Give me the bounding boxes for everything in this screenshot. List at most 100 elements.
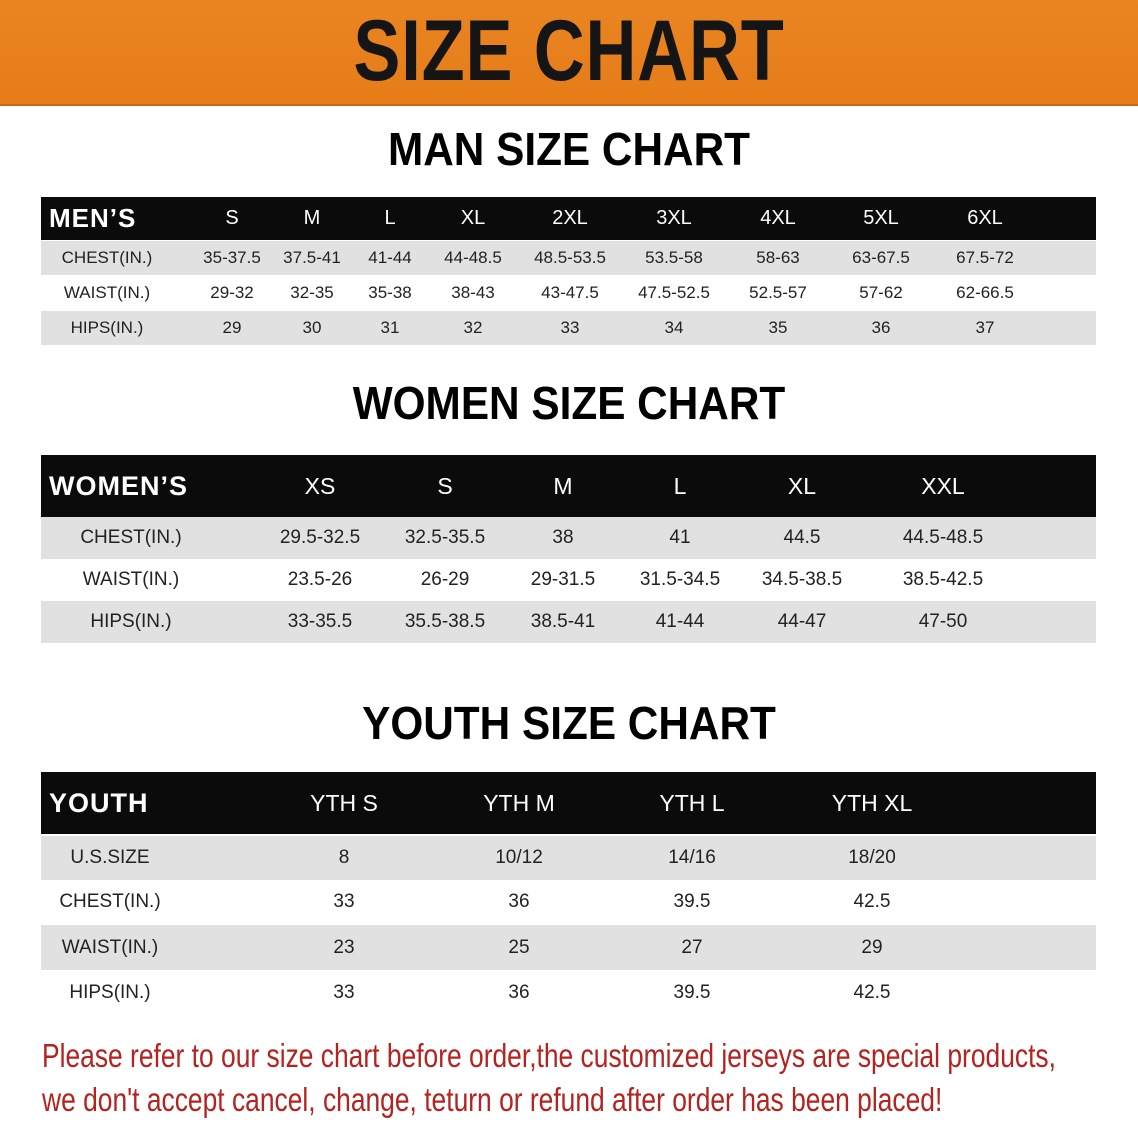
size-header: 3XL xyxy=(656,207,692,229)
measurement-value: 31.5-34.5 xyxy=(639,569,721,590)
measurement-label: HIPS(IN.) xyxy=(69,982,151,1003)
size-header: XXL xyxy=(921,472,965,499)
table-row: CHEST(IN.) 35-37.5 37.5-41 41-44 44-48.5 48.5… xyxy=(41,241,1096,275)
measurement-value: 48.5-53.5 xyxy=(534,248,606,267)
measurement-value: 53.5-58 xyxy=(645,248,703,267)
measurement-value: 38 xyxy=(552,527,574,548)
measurement-value: 42.5 xyxy=(853,982,891,1003)
size-header: L xyxy=(673,472,687,499)
measurement-value: 33-35.5 xyxy=(287,611,353,632)
measurement-value: 29 xyxy=(861,936,883,958)
measurement-value: 42.5 xyxy=(853,891,891,912)
measurement-value: 23.5-26 xyxy=(287,569,353,590)
size-header: XL xyxy=(460,207,486,229)
measurement-value: 18/20 xyxy=(848,847,896,868)
youth-section-title: YOUTH SIZE CHART xyxy=(362,697,776,749)
size-header: YTH M xyxy=(483,789,555,816)
header-label: WOMEN’S xyxy=(49,470,188,501)
measurement-value: 57-62 xyxy=(859,283,903,302)
table-row: CHEST(IN.) 33 36 39.5 42.5 xyxy=(41,880,1096,924)
notice-line-2: we don't accept cancel, change, teturn o… xyxy=(42,1081,943,1118)
men-section-title: MAN SIZE CHART xyxy=(387,123,751,175)
table-header-row: MEN’S S M L XL 2XL 3XL 4XL 5XL 6XL xyxy=(41,197,1096,240)
table-row: WAIST(IN.) 29-32 32-35 35-38 38-43 43-47.5 47.… xyxy=(41,276,1096,310)
measurement-value: 37.5-41 xyxy=(283,248,341,267)
measurement-value: 35 xyxy=(768,318,788,337)
measurement-value: 44.5 xyxy=(783,527,821,548)
measurement-value: 35-38 xyxy=(368,283,412,302)
measurement-value: 27 xyxy=(681,936,703,958)
measurement-value: 37 xyxy=(975,318,995,337)
measurement-value: 25 xyxy=(508,936,530,958)
size-header: XL xyxy=(787,472,817,499)
size-header: M xyxy=(553,472,573,499)
table-row: HIPS(IN.) 33 36 39.5 42.5 xyxy=(41,971,1096,1015)
measurement-value: 32 xyxy=(463,318,483,337)
measurement-value: 34.5-38.5 xyxy=(761,569,843,590)
measurement-label: WAIST(IN.) xyxy=(82,569,180,590)
youth-size-table: YOUTH YTH S YTH M YTH L YTH XL U.S.SIZE 8 10/12… xyxy=(41,772,1096,1015)
size-header: 6XL xyxy=(967,207,1003,229)
measurement-value: 32.5-35.5 xyxy=(404,527,486,548)
measurement-label: CHEST(IN.) xyxy=(61,248,153,267)
measurement-value: 30 xyxy=(302,318,322,337)
measurement-label: WAIST(IN.) xyxy=(63,283,151,302)
measurement-value: 29-32 xyxy=(210,283,254,302)
measurement-label: CHEST(IN.) xyxy=(80,527,182,548)
measurement-value: 35-37.5 xyxy=(203,248,261,267)
size-header: S xyxy=(437,472,453,499)
measurement-value: 33 xyxy=(333,891,355,912)
size-header: YTH S xyxy=(310,789,378,816)
measurement-value: 47.5-52.5 xyxy=(638,283,710,302)
header-label: MEN’S xyxy=(49,203,137,233)
measurement-value: 29.5-32.5 xyxy=(279,527,361,548)
measurement-value: 34 xyxy=(664,318,684,337)
table-row: U.S.SIZE 8 10/12 14/16 18/20 xyxy=(41,836,1096,880)
measurement-value: 62-66.5 xyxy=(956,283,1014,302)
measurement-value: 44-48.5 xyxy=(444,248,502,267)
measurement-value: 23 xyxy=(333,936,355,958)
size-header: M xyxy=(303,207,321,229)
measurement-value: 39.5 xyxy=(673,891,711,912)
size-header: 2XL xyxy=(552,207,588,229)
table-header-row: YOUTH YTH S YTH M YTH L YTH XL xyxy=(41,772,1096,834)
table-row: WAIST(IN.) 23.5-26 26-29 29-31.5 31.5-34.5 34… xyxy=(41,559,1096,601)
measurement-value: 63-67.5 xyxy=(852,248,910,267)
measurement-value: 29 xyxy=(222,318,242,337)
table-row: WAIST(IN.) 23 25 27 29 xyxy=(41,925,1096,970)
measurement-value: 67.5-72 xyxy=(956,248,1014,267)
men-size-table: MEN’S S M L XL 2XL 3XL 4XL 5XL 6XL CHEST(IN.) 35-37… xyxy=(41,197,1096,345)
notice-line-1: Please refer to our size chart before or… xyxy=(42,1037,1056,1074)
measurement-value: 32-35 xyxy=(290,283,334,302)
measurement-label: HIPS(IN.) xyxy=(70,318,144,337)
size-header: 5XL xyxy=(863,207,899,229)
measurement-value: 38.5-42.5 xyxy=(902,569,984,590)
measurement-value: 52.5-57 xyxy=(749,283,807,302)
measurement-label: HIPS(IN.) xyxy=(90,611,172,632)
size-header: S xyxy=(225,207,239,229)
measurement-value: 39.5 xyxy=(673,982,711,1003)
women-size-table: WOMEN’S XS S M L XL XXL CHEST(IN.) 29.5-32.5 32.5… xyxy=(41,455,1096,643)
measurement-label: WAIST(IN.) xyxy=(61,936,159,958)
page-title: SIZE CHART xyxy=(353,3,785,99)
size-header: L xyxy=(384,207,396,229)
measurement-value: 31 xyxy=(380,318,400,337)
measurement-value: 29-31.5 xyxy=(530,569,596,590)
table-row: CHEST(IN.) 29.5-32.5 32.5-35.5 38 41 44.5 44.5… xyxy=(41,517,1096,559)
measurement-value: 10/12 xyxy=(495,847,543,868)
measurement-value: 36 xyxy=(508,891,530,912)
measurement-value: 33 xyxy=(333,982,355,1003)
measurement-value: 36 xyxy=(871,318,891,337)
size-header: XS xyxy=(304,472,336,499)
measurement-value: 14/16 xyxy=(668,847,716,868)
measurement-value: 33 xyxy=(560,318,580,337)
header-label: YOUTH xyxy=(49,787,149,818)
table-header-row: WOMEN’S XS S M L XL XXL xyxy=(41,455,1096,517)
size-header: YTH XL xyxy=(831,789,913,816)
size-header: 4XL xyxy=(760,207,796,229)
measurement-value: 38.5-41 xyxy=(530,611,596,632)
measurement-value: 41-44 xyxy=(655,611,705,632)
measurement-value: 26-29 xyxy=(420,569,470,590)
measurement-value: 38-43 xyxy=(451,283,495,302)
measurement-value: 8 xyxy=(338,847,350,868)
